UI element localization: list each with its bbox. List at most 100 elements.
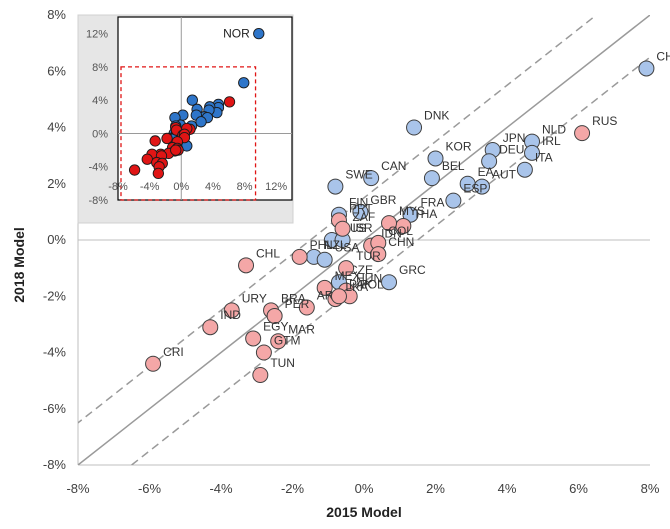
point-label-hun: HUN [356, 272, 382, 286]
data-point-deu [481, 153, 498, 170]
y-tick-label: 2% [47, 176, 66, 191]
data-point-usa [316, 251, 333, 268]
point-label-irl: IRL [542, 134, 561, 148]
inset-x-tick-label: 0% [173, 181, 189, 193]
x-tick-label: 6% [569, 481, 588, 496]
inset-data-point [195, 116, 207, 128]
point-label-jpn: JPN [503, 131, 526, 145]
point-label-esp: ESP [463, 182, 487, 196]
point-label-isr: ISR [353, 221, 373, 235]
x-tick-label: 8% [641, 481, 660, 496]
data-point-chn [370, 246, 387, 263]
data-point-mex [316, 279, 333, 296]
lower-band-line [131, 56, 650, 465]
point-label-mex: MEX [335, 269, 361, 283]
data-point-arg [298, 299, 315, 316]
data-point-swe [327, 178, 344, 195]
x-tick-label: -8% [66, 481, 90, 496]
data-point-tun [252, 367, 269, 383]
inset-x-tick-label: -8% [108, 181, 128, 193]
x-tick-label: -2% [281, 481, 305, 496]
inset-y-tick-label: 12% [86, 29, 108, 41]
inset-data-point [161, 132, 173, 145]
point-label-swe: SWE [345, 168, 372, 182]
y-tick-label: 8% [47, 7, 66, 22]
point-label-zaf: ZAF [353, 210, 376, 224]
y-tick-label: 6% [47, 63, 66, 78]
inset-data-point [238, 77, 250, 89]
point-label-egy: EGY [263, 319, 288, 333]
point-label-cze: CZE [349, 263, 373, 277]
point-label-mys: MYS [399, 204, 425, 218]
point-label-ind: IND [220, 308, 241, 322]
point-label-chn: CHN [388, 235, 414, 249]
x-tick-label: -6% [138, 481, 162, 496]
point-label-chl: CHL [256, 246, 280, 260]
point-label-tha: THA [413, 207, 437, 221]
point-label-phl: PHL [310, 238, 334, 252]
inset-x-tick-label: -4% [140, 181, 160, 193]
x-tick-label: 0% [355, 481, 374, 496]
point-label-ea: EA [478, 165, 494, 179]
point-label-ita: ITA [535, 151, 553, 165]
point-label-fra: FRA [420, 196, 444, 210]
point-label-fin: FIN [349, 196, 368, 210]
main-plot: -8% -6% -4% -2% 0% 2% 4% 6% 8% 8% 6% 4% 2% 0% -2% -4% -6… [11, 7, 670, 520]
inset-data-point [128, 164, 141, 176]
data-point-ury [223, 302, 240, 319]
point-label-nld: NLD [542, 123, 566, 137]
data-point-gtm [255, 344, 272, 361]
point-label-tur: TUR [356, 249, 381, 263]
point-label-gtm: GTM [274, 334, 301, 348]
inset-y-tick-label: -4% [88, 162, 108, 174]
data-point-egy [245, 330, 262, 347]
data-point-tur [338, 260, 355, 277]
data-point-grc [381, 274, 398, 291]
reference-lines [78, 15, 650, 465]
point-label-pol: POL [360, 277, 384, 291]
x-tick-label: 2% [426, 481, 445, 496]
x-tick-label: -4% [209, 481, 233, 496]
x-axis-title: 2015 Model [326, 504, 401, 520]
y-tick-label: -2% [43, 288, 67, 303]
inset-y-tick-label: -8% [88, 195, 108, 207]
data-point-zaf [334, 220, 351, 237]
point-label-prt: PRT [349, 201, 373, 215]
point-label-deu: DEU [499, 142, 524, 156]
x-tick-label: 4% [498, 481, 517, 496]
data-point-che [638, 60, 655, 77]
data-point-fra [402, 206, 419, 223]
y-tick-label: -8% [43, 457, 67, 472]
inset-data-point [141, 153, 153, 165]
inset-x-tick-label: 8% [237, 181, 253, 193]
y-tick-label: 4% [47, 120, 66, 135]
point-label-mar: MAR [288, 322, 315, 336]
inset-chart: -8% -4% 0% 4% 8% 12%12%8%4%0%-4%-8%NOR [77, 14, 294, 224]
y-axis-title: 2018 Model [11, 227, 27, 302]
inset-y-tick-label: 8% [92, 62, 108, 74]
data-point-aut [473, 178, 490, 195]
data-point-can [363, 170, 380, 187]
y-tick-label: -6% [43, 401, 67, 416]
point-label-per: PER [285, 297, 310, 311]
inset-data-point [152, 167, 164, 180]
point-label-grc: GRC [399, 263, 426, 277]
y-tick-label: -4% [43, 345, 67, 360]
point-label-bel: BEL [442, 159, 465, 173]
data-point-mar [270, 333, 287, 350]
point-label-bra: BRA [281, 291, 306, 305]
inset-point-nor [253, 27, 265, 40]
data-point-per [266, 307, 283, 324]
inset-point-label-nor: NOR [223, 27, 250, 41]
data-point-gbr [352, 203, 369, 220]
point-label-idn: IDN [381, 227, 402, 241]
data-point-phl [291, 248, 308, 265]
point-label-ury: URY [242, 291, 267, 305]
point-label-can: CAN [381, 159, 406, 173]
inset-x-tick-label: 4% [205, 181, 221, 193]
identity-line [78, 15, 650, 465]
inset-y-tick-label: 4% [92, 95, 108, 107]
point-label-dnk: DNK [424, 109, 449, 123]
